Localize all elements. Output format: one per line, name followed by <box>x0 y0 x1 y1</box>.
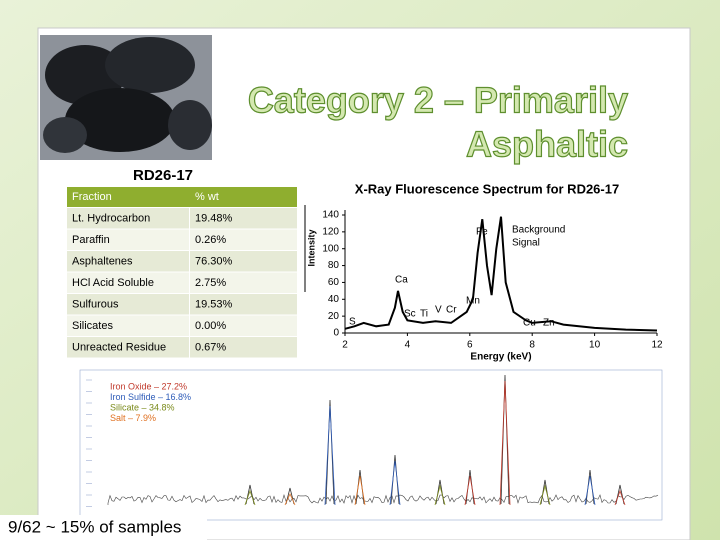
xrd-peak-fit <box>584 475 596 506</box>
xrd-chart: Iron Oxide – 27.2%Iron Sulfide – 16.8%Si… <box>79 369 663 521</box>
table-cell: Unreacted Residue <box>72 342 166 354</box>
xrd-peak-fit <box>539 484 551 506</box>
y-tick-label: 60 <box>328 277 340 288</box>
element-annotation: Signal <box>512 238 540 249</box>
element-annotation: Fe <box>476 227 488 238</box>
table-row-bg <box>67 208 189 229</box>
xrd-peak <box>285 487 295 505</box>
table-cell: Asphaltenes <box>72 256 133 268</box>
x-tick-label: 6 <box>467 340 473 351</box>
xrd-legend-entry: Salt – 7.9% <box>110 413 156 423</box>
element-annotation: Mn <box>466 296 480 307</box>
table-header: Fraction <box>72 191 112 203</box>
y-tick-label: 80 <box>328 260 340 271</box>
x-axis-label: Energy (keV) <box>470 352 531 363</box>
xrd-frame <box>79 369 663 521</box>
x-tick-label: 10 <box>589 340 601 351</box>
element-annotation: Sc <box>404 309 416 320</box>
slide-title: Asphaltic <box>466 124 628 165</box>
xrd-peak <box>500 374 510 505</box>
element-annotation: V <box>435 305 442 316</box>
sample-photo <box>40 35 212 160</box>
spectrum-line <box>344 216 658 332</box>
xrd-legend-entry: Iron Oxide – 27.2% <box>110 381 187 391</box>
xrd-peak-fit <box>284 493 296 506</box>
element-annotation: Zn <box>543 318 555 329</box>
y-tick-label: 0 <box>333 328 339 339</box>
element-annotation: Ti <box>420 309 428 320</box>
xrd-legend-entry: Silicate – 34.8% <box>110 402 175 412</box>
xrd-peak-fit <box>614 489 626 506</box>
xrd-peak-fit <box>434 484 446 506</box>
y-tick-label: 120 <box>322 226 339 237</box>
table-cell: 76.30% <box>195 256 233 268</box>
table-header: % wt <box>195 191 219 203</box>
xrd-peak-fit <box>324 405 336 506</box>
xrd-peak <box>325 399 335 505</box>
y-tick-label: 40 <box>328 294 340 305</box>
table-row-bg <box>190 337 297 358</box>
x-tick-label: 8 <box>529 340 535 351</box>
table-row-bg <box>190 272 297 293</box>
sample-label: RD26-17 <box>133 167 193 184</box>
table-cell: 19.48% <box>195 213 233 225</box>
table-cell: 0.26% <box>195 234 226 246</box>
slide-title: Category 2 – Primarily <box>248 80 628 121</box>
table-row-bg <box>67 251 189 272</box>
y-axis-label: Intensity <box>306 229 316 266</box>
table-row-bg <box>190 208 297 229</box>
table-cell: 0.00% <box>195 320 226 332</box>
xrd-peak-fit <box>354 475 366 506</box>
footer: 9/62 ~ 15% of samples <box>8 517 181 536</box>
table-row-bg <box>190 315 297 336</box>
element-annotation: Background <box>512 225 565 236</box>
element-annotation: Cu <box>523 318 536 329</box>
table-row-bg <box>67 294 189 315</box>
element-annotation: Cr <box>446 305 457 316</box>
table-cell: HCl Acid Soluble <box>72 277 154 289</box>
table-row-bg <box>67 315 189 336</box>
table-cell: Lt. Hydrocarbon <box>72 213 150 225</box>
xrd-peak-fit <box>244 489 256 506</box>
table: Fraction % wt Lt. Hydrocarbon 19.48% Paraffi… <box>67 187 297 358</box>
footer-box <box>0 515 207 540</box>
x-tick-label: 2 <box>342 340 348 351</box>
table-cell: 2.75% <box>195 277 226 289</box>
table-cell: Silicates <box>72 320 113 332</box>
y-tick-label: 100 <box>322 243 339 254</box>
table-row-bg <box>190 294 297 315</box>
table-header-bg <box>67 187 297 207</box>
y-tick-label: 20 <box>328 311 340 322</box>
table-row-bg <box>67 272 189 293</box>
table-cell: 0.67% <box>195 342 226 354</box>
y-tick-label: 140 <box>322 210 339 221</box>
table-row-bg <box>67 337 189 358</box>
table-cell: Paraffin <box>72 234 110 246</box>
x-tick-label: 12 <box>651 340 663 351</box>
xrd-peak-fit <box>499 380 511 506</box>
xrd-peak-fit <box>464 475 476 506</box>
xrd-legend-entry: Iron Sulfide – 16.8% <box>110 392 191 402</box>
table-row-bg <box>190 251 297 272</box>
chart-title: X-Ray Fluorescence Spectrum for RD26-17 <box>355 181 619 196</box>
xrd-trace <box>107 493 659 505</box>
xrd-peak-fit <box>389 460 401 506</box>
table-cell: Sulfurous <box>72 299 119 311</box>
table-cell: 19.53% <box>195 299 233 311</box>
element-annotation: Ca <box>395 275 408 286</box>
table-row-bg <box>190 229 297 250</box>
element-annotation: S <box>349 317 356 328</box>
x-tick-label: 4 <box>405 340 411 351</box>
table-row-bg <box>67 229 189 250</box>
xrf-chart: X-Ray Fluorescence Spectrum for RD26-17 I… <box>304 181 663 363</box>
